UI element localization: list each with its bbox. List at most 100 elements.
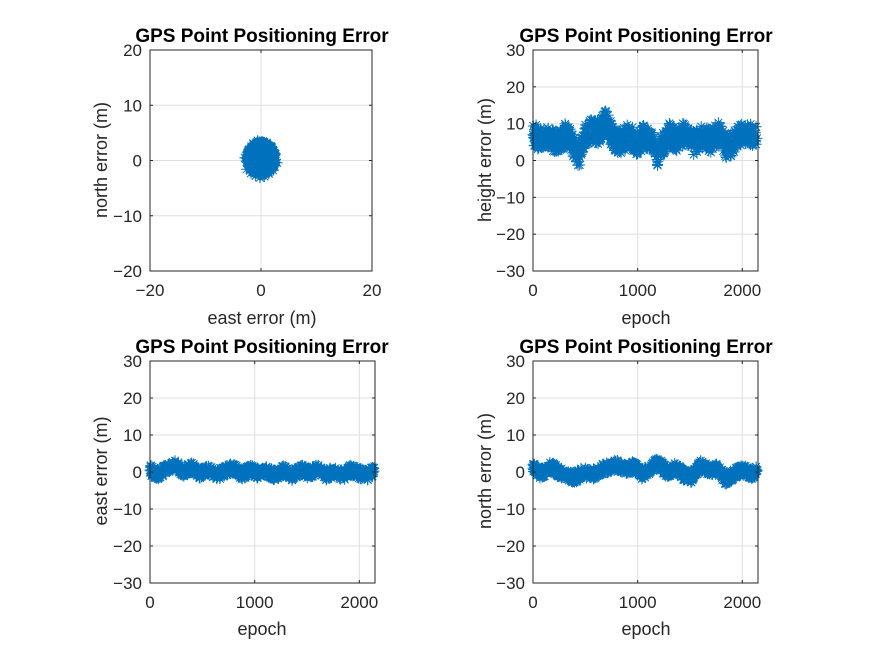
data-point [566, 475, 577, 487]
data-point [221, 462, 233, 474]
data-point [606, 457, 618, 469]
data-point [184, 462, 196, 474]
data-point [724, 470, 736, 481]
subplot-height-error: GPS Point Positioning Error epoch height… [475, 26, 773, 328]
data-point [660, 136, 672, 148]
data-point [679, 474, 691, 486]
data-point [719, 473, 731, 485]
data-point [558, 131, 570, 143]
data-point [290, 469, 302, 480]
data-point [243, 151, 255, 163]
x-tick-label: 2000 [723, 593, 761, 612]
x-tick-label: 1000 [236, 593, 274, 612]
data-point [558, 467, 570, 479]
data-point [153, 472, 165, 483]
data-point [725, 467, 737, 478]
data-point [697, 133, 709, 145]
data-point [328, 463, 340, 475]
data-point [709, 129, 721, 141]
data-point [248, 138, 260, 150]
y-tick-label: 20 [123, 389, 142, 408]
data-point [609, 144, 621, 156]
data-point [261, 464, 273, 476]
data-point [639, 461, 651, 473]
data-point [263, 158, 275, 170]
data-point [663, 466, 675, 478]
y-tick-label: −10 [113, 500, 142, 519]
data-point [621, 135, 633, 147]
data-point [581, 463, 593, 475]
data-point [678, 135, 690, 147]
data-point [246, 469, 258, 480]
data-point [546, 127, 558, 139]
data-point [247, 159, 259, 171]
data-point [574, 151, 585, 163]
data-point [587, 471, 599, 483]
data-point [652, 159, 663, 171]
data-point [166, 459, 178, 470]
data-point [555, 468, 567, 480]
data-point [250, 167, 262, 179]
data-point [580, 132, 592, 144]
data-point [541, 126, 553, 138]
data-point [258, 468, 270, 480]
data-point [348, 466, 360, 478]
data-point [660, 135, 672, 147]
data-point [165, 462, 177, 474]
data-point [696, 138, 708, 150]
data-point [737, 464, 749, 476]
data-point [583, 128, 595, 140]
data-point [628, 125, 640, 137]
data-point [546, 458, 558, 470]
data-point [651, 154, 663, 165]
data-point [610, 124, 622, 135]
data-series [527, 453, 763, 490]
data-point [289, 465, 301, 477]
data-point [591, 130, 603, 142]
data-point [634, 142, 646, 154]
data-point [691, 125, 703, 137]
data-point [699, 462, 711, 474]
data-point [670, 133, 682, 144]
y-tick-label: −30 [113, 574, 142, 593]
data-point [726, 143, 738, 155]
data-point [588, 463, 599, 475]
data-point [683, 129, 695, 140]
data-point [365, 469, 377, 481]
data-point [612, 132, 624, 143]
data-point [327, 468, 339, 480]
data-point [263, 164, 275, 176]
data-point [232, 464, 244, 476]
x-tick-label: 2000 [340, 593, 378, 612]
data-point [705, 461, 717, 473]
data-point [658, 467, 670, 479]
y-tick-label: −10 [496, 188, 525, 207]
x-tick-label: 0 [145, 593, 154, 612]
data-point [667, 468, 679, 480]
data-point [536, 468, 548, 480]
data-point [699, 460, 711, 472]
data-point [582, 131, 594, 143]
data-point [713, 466, 725, 477]
data-point [236, 468, 248, 479]
data-point [693, 143, 705, 155]
data-point [530, 119, 542, 131]
y-tick-label: −20 [496, 225, 525, 244]
data-point [714, 126, 726, 138]
data-point [335, 464, 347, 476]
y-axis-label: east error (m) [91, 416, 111, 525]
data-point [594, 467, 606, 479]
y-tick-label: 10 [506, 426, 525, 445]
data-point [651, 139, 663, 150]
data-point [725, 147, 737, 159]
y-tick-label: 20 [123, 41, 142, 60]
data-point [667, 126, 679, 138]
data-point [578, 465, 590, 477]
data-point [586, 117, 598, 129]
data-point [700, 464, 712, 476]
data-point [542, 122, 554, 134]
data-point [162, 460, 174, 472]
data-point [168, 459, 180, 471]
data-point [267, 152, 279, 164]
y-tick-label: 0 [133, 152, 142, 171]
